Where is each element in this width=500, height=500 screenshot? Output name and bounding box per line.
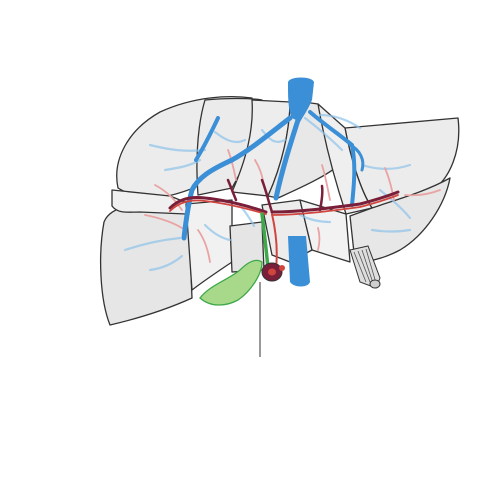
ligament-end-icon [369, 279, 381, 289]
portal-vein-lumen [268, 268, 276, 276]
hepatic-veins [181, 110, 365, 241]
gallbladder-icon [199, 259, 263, 306]
vena-cava-icon [288, 77, 314, 122]
vena-cava-lower [288, 236, 310, 287]
liver-segment-left-inferior [299, 199, 351, 263]
bile-duct-icon [260, 212, 270, 270]
liver-segment-middle-lower [185, 199, 233, 291]
portal-triad-branches [168, 178, 400, 216]
ligament-fibres [353, 248, 377, 284]
artery-cross-section [279, 265, 285, 271]
liver-segment-right-lower [99, 202, 193, 326]
